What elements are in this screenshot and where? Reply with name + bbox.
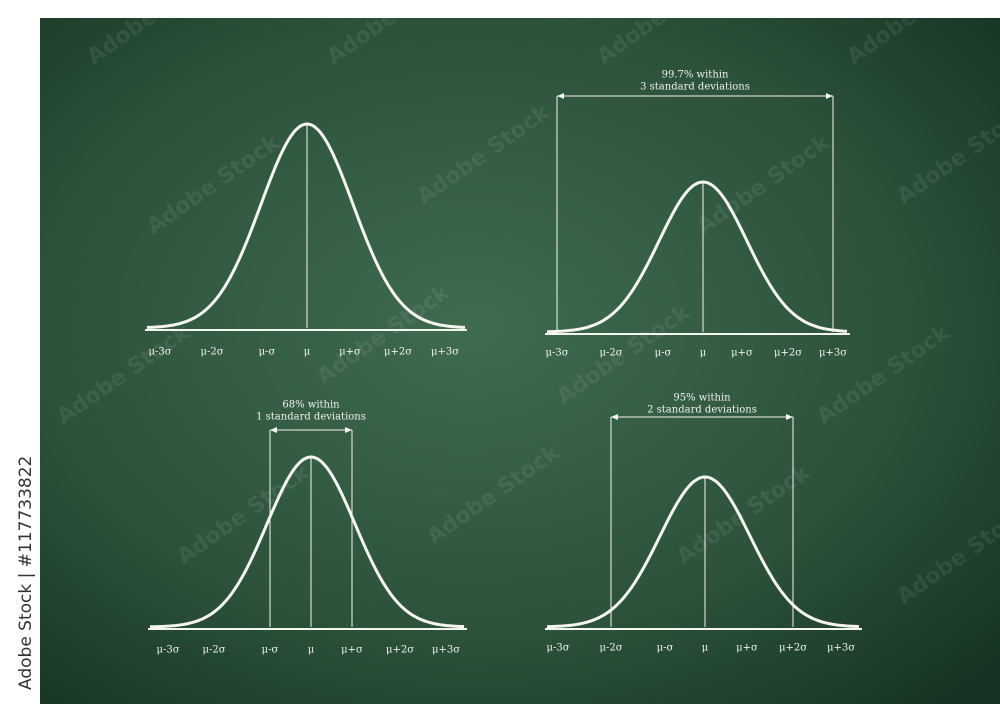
axis-label: μ-3σ bbox=[156, 645, 179, 656]
arrow-head bbox=[557, 93, 564, 99]
annotation-line1: 99.7% within bbox=[662, 70, 729, 81]
arrow-head bbox=[345, 427, 352, 433]
annotation-line2: 2 standard deviations bbox=[647, 405, 757, 416]
annotation-line1: 68% within bbox=[282, 400, 340, 411]
axis-label: μ+3σ bbox=[819, 348, 847, 359]
side-text: Adobe Stock | #117733822 bbox=[16, 456, 36, 690]
axis-label: μ-2σ bbox=[202, 645, 225, 656]
annotation-line1: 95% within bbox=[673, 393, 731, 404]
arrow-head bbox=[270, 427, 277, 433]
annotation-line2: 1 standard deviations bbox=[256, 412, 366, 423]
annotation-line2: 3 standard deviations bbox=[640, 82, 750, 93]
axis-label: μ-σ bbox=[259, 347, 276, 358]
chalkboard bbox=[40, 18, 1000, 704]
axis-label: μ bbox=[304, 347, 311, 358]
axis-label: μ-σ bbox=[262, 645, 279, 656]
axis-label: μ+3σ bbox=[431, 347, 459, 358]
axis-label: μ+σ bbox=[731, 348, 753, 359]
axis-label: μ-2σ bbox=[200, 347, 223, 358]
arrow-head bbox=[826, 93, 833, 99]
bell-curve bbox=[547, 180, 848, 334]
axis-label: μ+2σ bbox=[774, 348, 802, 359]
axis-label: μ+2σ bbox=[384, 347, 412, 358]
axis-label: μ+2σ bbox=[779, 643, 807, 654]
arrow-head bbox=[611, 414, 618, 420]
axis-label: μ-3σ bbox=[546, 643, 569, 654]
arrow-head bbox=[786, 414, 793, 420]
axis-label: μ+σ bbox=[341, 645, 363, 656]
bell-curve bbox=[146, 122, 465, 329]
axis-label: μ-2σ bbox=[599, 348, 622, 359]
axis-label: μ-σ bbox=[655, 348, 672, 359]
axis-label: μ+σ bbox=[339, 347, 361, 358]
axis-label: μ-3σ bbox=[545, 348, 568, 359]
axis-label: μ+2σ bbox=[386, 645, 414, 656]
axis-label: μ bbox=[702, 643, 709, 654]
axis-label: μ bbox=[700, 348, 707, 359]
axis-label: μ+3σ bbox=[432, 645, 460, 656]
bell-curve bbox=[546, 475, 860, 629]
axis-label: μ-σ bbox=[657, 643, 674, 654]
axis-label: μ+3σ bbox=[827, 643, 855, 654]
axis-label: μ-2σ bbox=[599, 643, 622, 654]
axis-label: μ bbox=[308, 645, 315, 656]
axis-label: μ+σ bbox=[736, 643, 758, 654]
axis-label: μ-3σ bbox=[148, 347, 171, 358]
bell-curve bbox=[150, 455, 465, 629]
